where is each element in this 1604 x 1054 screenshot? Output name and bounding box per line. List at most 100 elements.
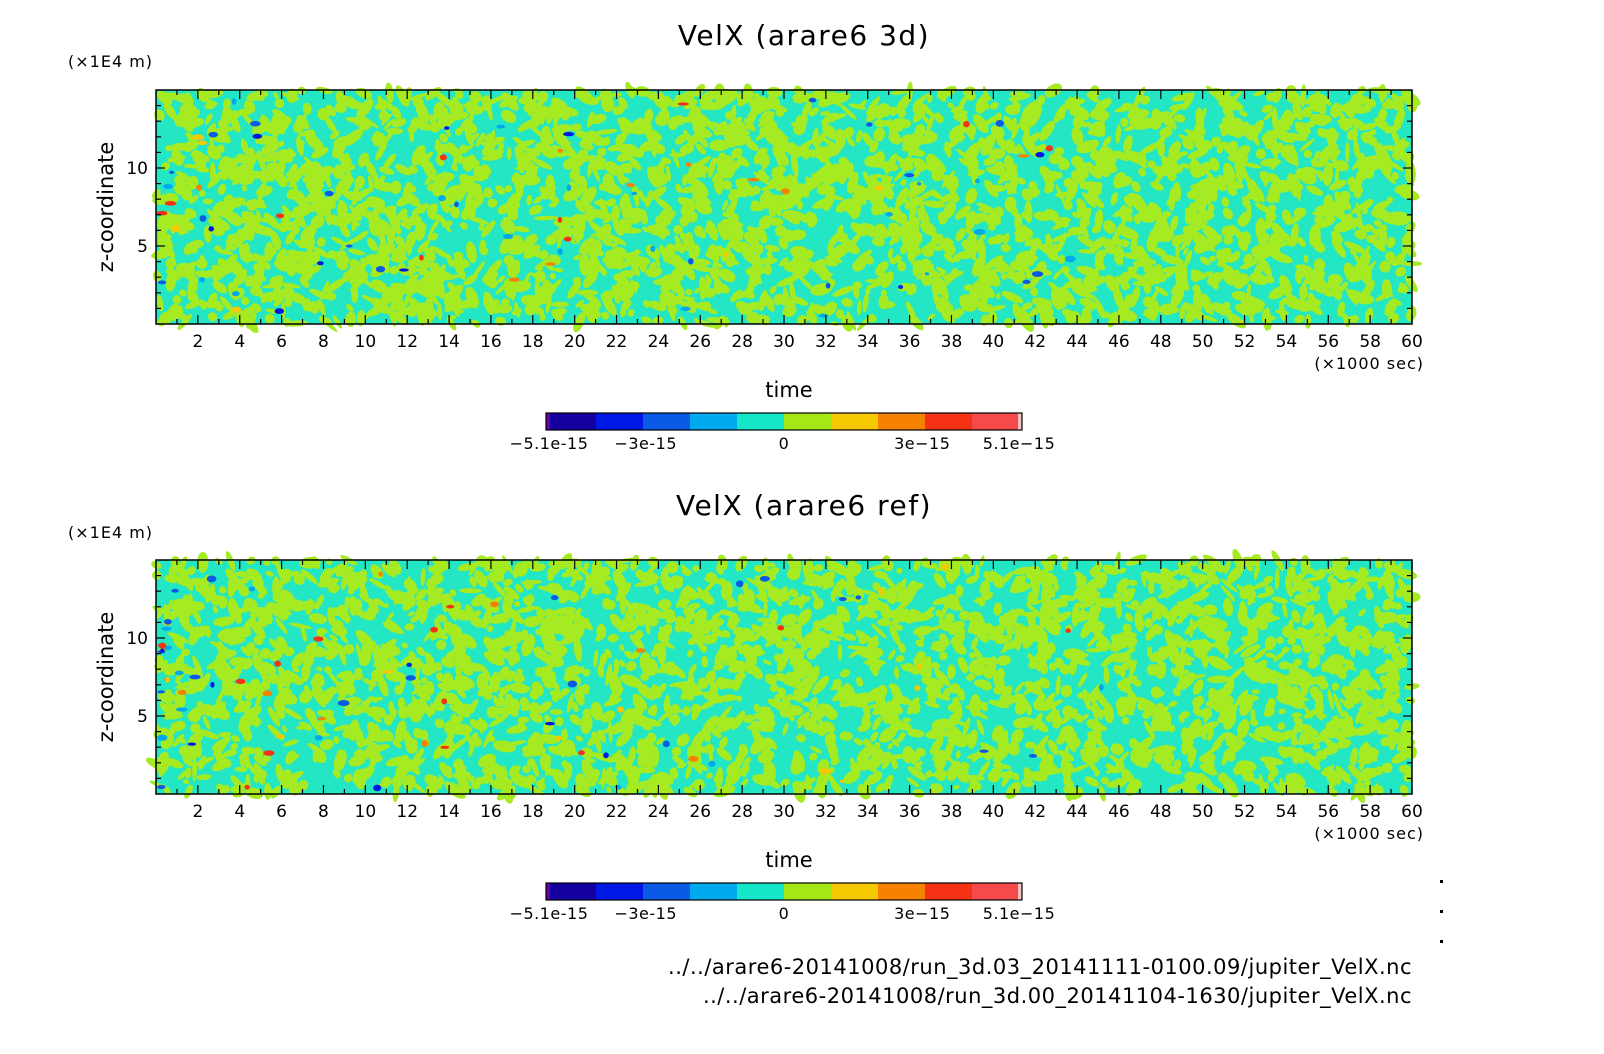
field-blob: [1085, 198, 1095, 205]
field-blob: [435, 138, 443, 158]
colorbar-swatch: [549, 413, 597, 430]
field-blob: [479, 239, 487, 254]
field-blob: [256, 209, 262, 221]
field-blob: [699, 137, 709, 148]
field-blob: [1355, 202, 1362, 223]
field-blob: [152, 270, 162, 282]
field-blob: [628, 156, 642, 171]
field-blob: [592, 137, 611, 146]
field-blob: [1021, 302, 1033, 310]
field-blob: [1207, 203, 1215, 213]
field-blob: [349, 274, 362, 284]
field-blob: [502, 216, 516, 233]
field-blob: [763, 263, 772, 276]
field-blob: [914, 158, 926, 171]
field-blob: [431, 278, 443, 297]
field-blob: [332, 315, 343, 329]
field-blob: [355, 263, 366, 271]
field-blob: [1060, 265, 1070, 274]
field-blob: [471, 260, 486, 280]
field-blob: [357, 209, 381, 220]
field-blob: [681, 260, 696, 281]
field-blob: [760, 183, 781, 191]
field-blob: [668, 116, 679, 131]
field-blob: [664, 291, 678, 307]
field-blob: [780, 193, 789, 203]
chart-panel-1: [151, 81, 1423, 431]
field-blob: [1287, 213, 1304, 225]
field-blob: [897, 195, 916, 208]
field-blob: [746, 312, 759, 324]
field-blob: [765, 737, 778, 750]
field-blob: [446, 253, 454, 268]
field-blob: [965, 575, 979, 584]
field-blob: [338, 199, 348, 215]
field-blob: [745, 246, 755, 259]
field-blob: [437, 214, 452, 233]
field-blob: [1392, 98, 1405, 111]
field-blob: [1304, 313, 1312, 329]
field-blob: [926, 243, 942, 252]
field-blob: [1280, 112, 1296, 123]
field-blob: [1182, 91, 1195, 110]
field-blob: [617, 117, 633, 131]
field-blob: [342, 153, 350, 161]
field-blob: [1317, 127, 1325, 134]
field-blob: [912, 216, 920, 228]
field-blob: [927, 313, 936, 321]
field-blob: [774, 225, 787, 237]
field-blob: [1048, 153, 1062, 165]
field-blob: [841, 297, 853, 308]
field-blob: [848, 103, 866, 110]
field-blob: [1397, 145, 1407, 160]
field-spot: [563, 131, 575, 137]
field-blob: [709, 139, 729, 152]
field-blob: [1093, 98, 1112, 114]
field-blob: [392, 312, 397, 327]
field-blob: [406, 256, 420, 275]
field-blob: [1058, 161, 1070, 171]
field-blob: [913, 168, 921, 178]
field-blob: [956, 131, 963, 143]
field-blob: [1305, 299, 1323, 316]
field-spot: [192, 134, 205, 141]
field-blob: [534, 142, 546, 153]
field-blob: [1270, 222, 1287, 241]
field-spot: [1045, 145, 1053, 152]
field-blob: [455, 91, 464, 99]
field-blob: [1278, 708, 1286, 715]
field-blob: [264, 241, 274, 262]
field-blob: [776, 275, 799, 287]
field-blob: [422, 308, 435, 325]
field-blob: [736, 121, 746, 134]
field-blob: [551, 124, 572, 134]
field-blob: [266, 146, 275, 156]
field-blob: [226, 233, 238, 245]
field-blob: [240, 296, 250, 306]
field-blob: [1031, 297, 1052, 308]
field-blob: [1330, 230, 1343, 243]
field-blob: [1105, 242, 1117, 255]
field-blob: [524, 233, 538, 248]
field-blob: [724, 317, 730, 328]
field-blob: [884, 153, 898, 174]
field-blob: [185, 132, 199, 146]
field-blob: [697, 118, 708, 128]
field-blob: [983, 157, 996, 166]
field-blob: [444, 196, 456, 206]
field-spot: [825, 282, 831, 289]
field-blob: [414, 221, 426, 241]
field-blob: [522, 765, 531, 774]
x-tick-label: 12: [396, 332, 418, 352]
field-blob: [230, 115, 241, 133]
field-blob: [1227, 185, 1237, 196]
field-blob: [426, 203, 439, 217]
field-blob: [604, 233, 627, 246]
field-blob: [562, 158, 577, 170]
colorbar-swatch: [878, 413, 926, 430]
field-blob: [197, 551, 209, 573]
field-blob: [1222, 207, 1233, 220]
field-blob: [597, 147, 607, 156]
field-blob: [599, 652, 608, 666]
field-blob: [923, 129, 938, 139]
